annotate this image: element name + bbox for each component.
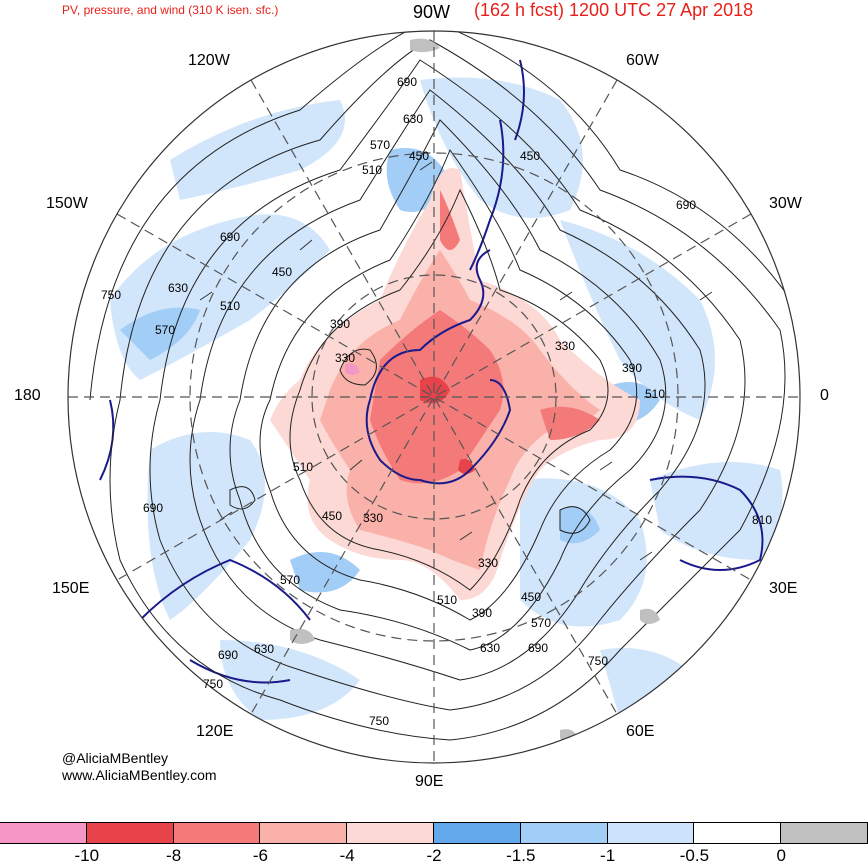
contour-label: 570 <box>280 573 300 587</box>
contour-label: 510 <box>645 387 665 401</box>
colorbar-swatch <box>259 822 348 844</box>
colorbar-tick-label: -2 <box>426 846 442 865</box>
contour-label: 690 <box>143 501 163 515</box>
graticule <box>68 31 800 763</box>
map-boundary <box>67 30 801 764</box>
colorbar-tick-label: -1 <box>600 846 616 865</box>
colorbar-swatch <box>606 822 695 844</box>
lon-label-120e: 120E <box>196 723 234 740</box>
contour-label: 570 <box>531 616 551 630</box>
pressure-contours <box>89 31 800 741</box>
contour-labels: 690 630 570 510 450 750 390 330 510 450 … <box>101 75 772 728</box>
contour-label: 330 <box>335 351 355 365</box>
lon-label-60e: 60E <box>626 723 655 740</box>
contour-label: 450 <box>409 149 429 163</box>
contour-label: 690 <box>528 641 548 655</box>
lon-label-30e: 30E <box>769 580 798 597</box>
lon-label-0: 0 <box>820 387 829 404</box>
colorbar-tick-label: -6 <box>252 846 268 865</box>
colorbar-swatch <box>346 822 434 844</box>
lon-label-90e: 90E <box>415 773 444 790</box>
author-handle: @AliciaMBentley <box>62 750 169 766</box>
contour-label: 750 <box>101 288 121 302</box>
colorbar-swatch <box>85 822 174 844</box>
contour-label: 750 <box>369 714 389 728</box>
contour-label: 750 <box>588 654 608 668</box>
contour-label: 690 <box>218 648 238 662</box>
contour-label: 510 <box>437 593 457 607</box>
contour-label: 750 <box>203 677 223 691</box>
contour-label: 630 <box>168 281 188 295</box>
contour-label: 630 <box>403 112 423 126</box>
forecast-time-title: (162 h fcst) 1200 UTC 27 Apr 2018 <box>474 0 754 20</box>
colorbar-swatch <box>693 822 782 844</box>
colorbar-swatch <box>172 822 261 844</box>
colorbar-tick-label: -4 <box>339 846 355 865</box>
contour-label: 450 <box>272 265 292 279</box>
contour-label: 570 <box>370 138 390 152</box>
polar-map: 690 630 570 510 450 750 390 330 510 450 … <box>67 30 801 764</box>
contour-label: 690 <box>220 230 240 244</box>
colorbar-tick-label: 0 <box>776 846 786 865</box>
contour-label: 510 <box>220 299 240 313</box>
colorbar-swatch <box>0 822 87 844</box>
contour-label: 450 <box>322 509 342 523</box>
contour-label: 570 <box>155 323 175 337</box>
contour-label: 630 <box>254 642 274 656</box>
lon-label-60w: 60W <box>626 52 659 69</box>
colorbar-swatch <box>519 822 608 844</box>
colorbar-tick-label: -8 <box>166 846 182 865</box>
colorbar-tick-label: -10 <box>74 846 100 865</box>
lon-label-90w: 90W <box>413 2 451 22</box>
map-field <box>89 31 800 743</box>
contour-label: 330 <box>478 556 498 570</box>
contour-label: 510 <box>362 163 382 177</box>
contour-label: 390 <box>472 606 492 620</box>
lon-label-180: 180 <box>14 387 41 404</box>
lon-label-150e: 150E <box>52 580 90 597</box>
contour-label: 450 <box>521 590 541 604</box>
colorbar-tick-label: -0.5 <box>679 846 710 865</box>
colorbar <box>0 822 868 844</box>
lon-label-120w: 120W <box>188 52 230 69</box>
contour-label: 330 <box>555 339 575 353</box>
map-subtitle: PV, pressure, and wind (310 K isen. sfc.… <box>62 3 279 17</box>
colorbar-swatch <box>432 822 521 844</box>
wind-barbs <box>199 161 713 561</box>
lon-label-150w: 150W <box>46 195 88 212</box>
contour-label: 510 <box>293 460 313 474</box>
contour-label: 330 <box>363 511 383 525</box>
contour-label: 690 <box>397 75 417 89</box>
lon-label-30w: 30W <box>769 195 802 212</box>
author-website: www.AliciaMBentley.com <box>62 767 217 783</box>
contour-label: 810 <box>752 513 772 527</box>
contour-label: 690 <box>676 198 696 212</box>
contour-label: 450 <box>520 149 540 163</box>
colorbar-tick-label: -1.5 <box>506 846 536 865</box>
contour-label: 630 <box>480 641 500 655</box>
contour-label: 390 <box>330 317 350 331</box>
colorbar-swatch <box>780 822 868 844</box>
contour-label: 390 <box>622 361 642 375</box>
